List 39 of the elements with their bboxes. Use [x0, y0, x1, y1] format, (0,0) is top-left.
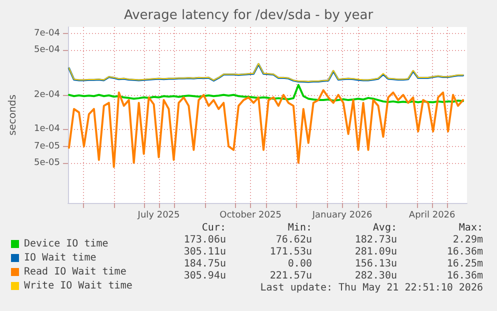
line-series [68, 89, 464, 168]
text: Avg: [372, 222, 397, 234]
text: 0.00 [288, 258, 312, 270]
legend-label: Read IO Wait time [24, 266, 126, 278]
text: 281.09u [354, 246, 397, 258]
y-tick-label: 5e-04 [34, 45, 60, 56]
chart-title: Average latency for /dev/sda - by year [124, 8, 374, 23]
text: 16.36m [446, 246, 483, 258]
text: 221.57u [270, 270, 312, 282]
text: Last update: Thu May 21 22:51:10 2026 [260, 282, 483, 294]
x-tick-label: April 2026 [408, 210, 456, 220]
y-tick-label: 7e-05 [34, 141, 60, 152]
y-tick-label: 7e-04 [34, 28, 60, 39]
y-tick-label: 5e-05 [34, 158, 60, 168]
text: 305.94u [184, 270, 226, 282]
y-tick-label: 1e-04 [34, 124, 60, 134]
legend-label: IO Wait time [24, 252, 96, 264]
text: Cur: [202, 222, 226, 234]
text: 16.36m [446, 270, 483, 282]
x-tick-label: January 2026 [311, 210, 373, 220]
text: 182.73u [354, 234, 397, 246]
text: 156.13u [354, 258, 397, 270]
text: 2.29m [452, 234, 483, 246]
x-tick-label: October 2025 [220, 210, 282, 220]
text: 184.75u [184, 258, 226, 270]
text: Min: [288, 222, 312, 234]
text: 171.53u [270, 246, 312, 258]
legend-label: Device IO time [24, 238, 108, 250]
text: 305.11u [184, 246, 226, 258]
text: 16.25m [446, 258, 483, 270]
text: Max: [458, 222, 483, 234]
text: 282.30u [354, 270, 397, 282]
legend-label: Write IO Wait time [24, 280, 132, 292]
text: 173.06u [184, 234, 226, 246]
line-series [68, 84, 464, 104]
y-tick-label: 2e-04 [34, 90, 60, 100]
text: 76.62u [276, 234, 312, 246]
y-axis-title: seconds [8, 94, 18, 136]
x-tick-label: July 2025 [136, 210, 180, 220]
